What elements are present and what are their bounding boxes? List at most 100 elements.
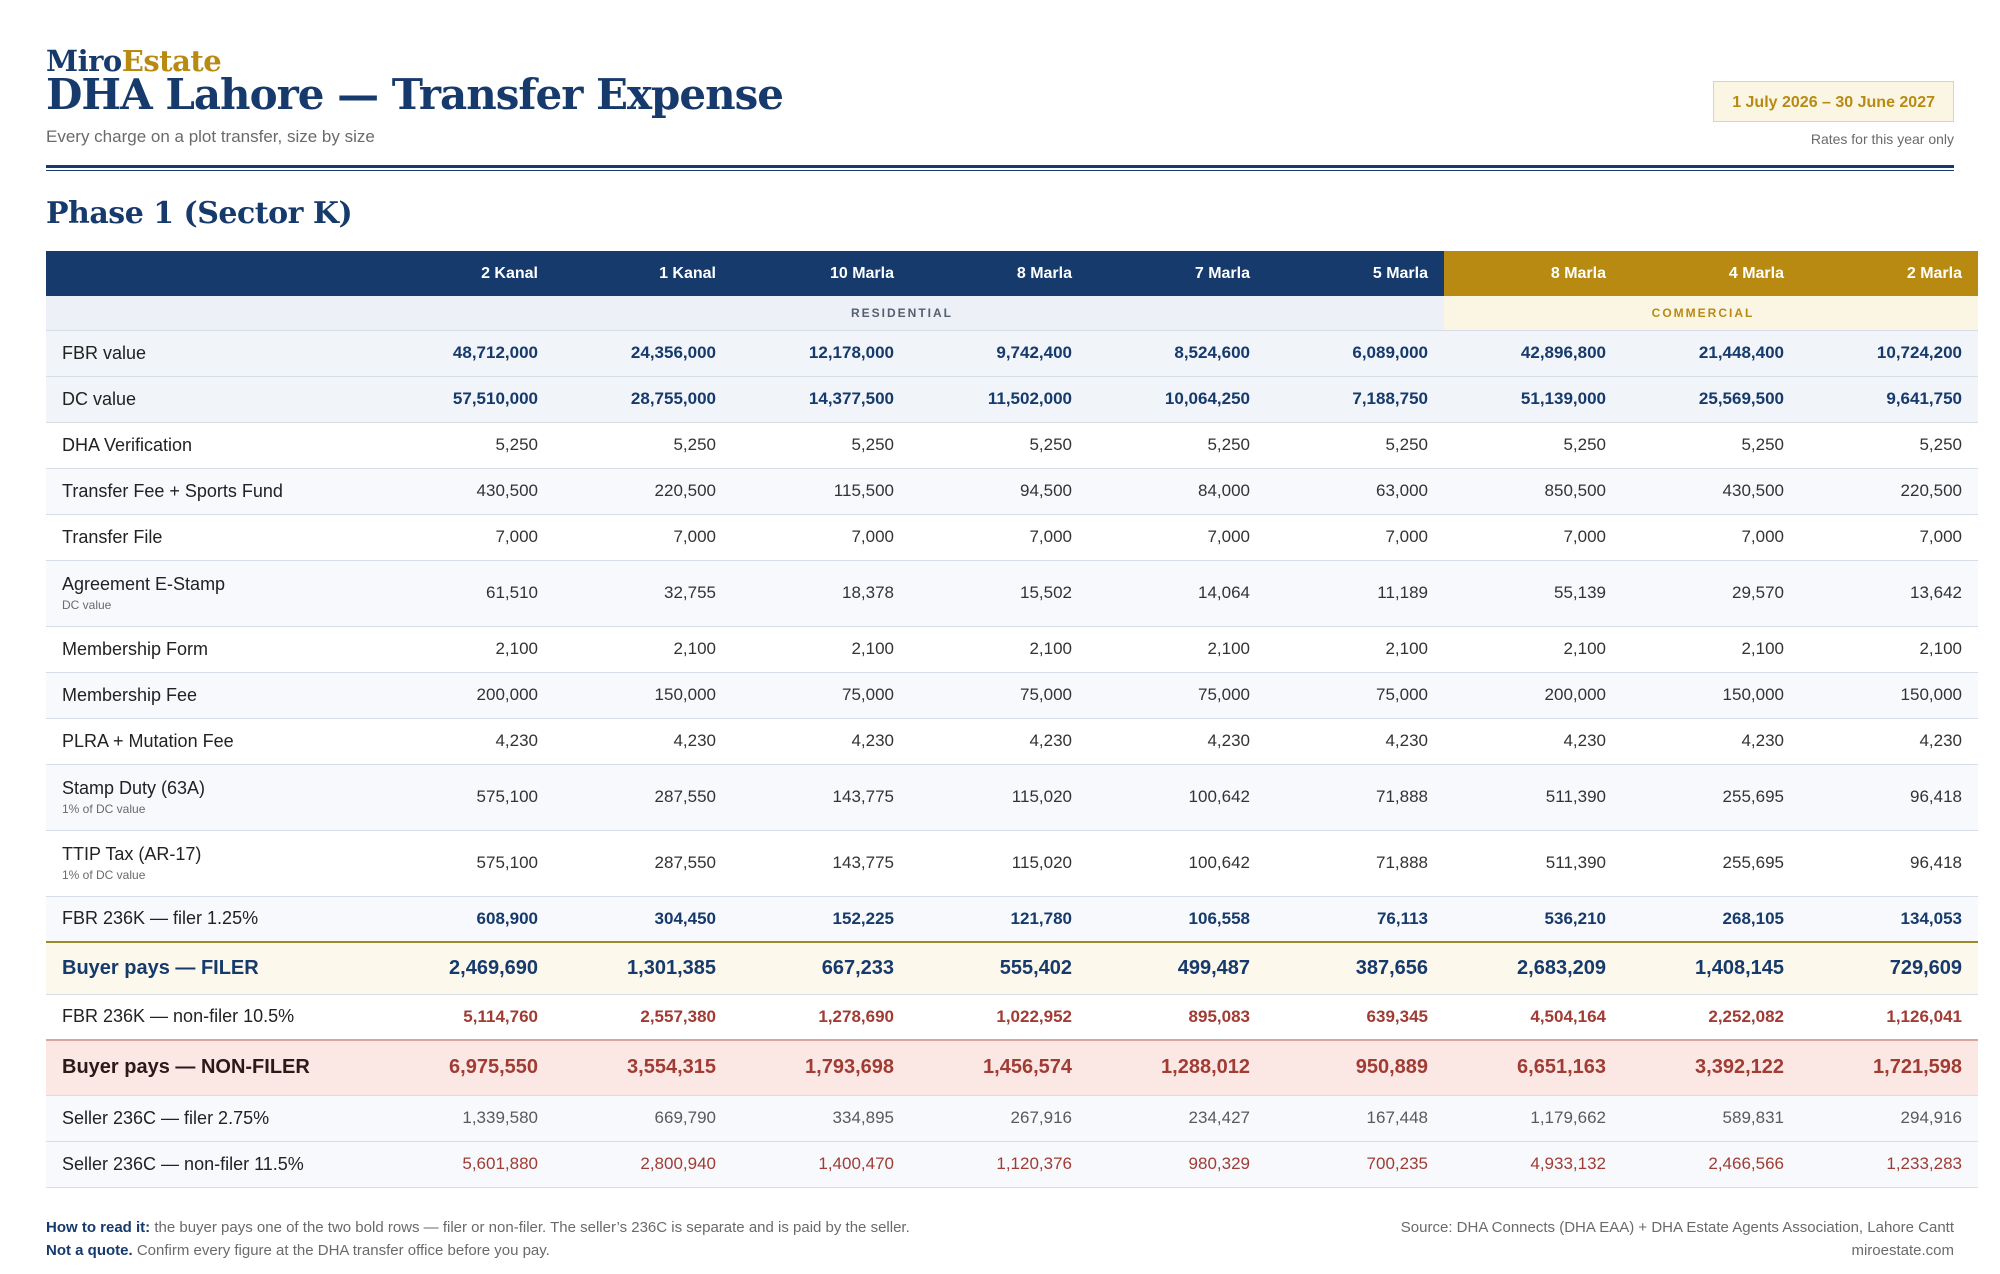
table-cell: 152,225 — [732, 896, 910, 943]
row-label: DHA Verification — [46, 422, 376, 469]
table-cell: 1,126,041 — [1800, 994, 1978, 1041]
row-fbr-236k-filer: FBR 236K — filer 1.25% 608,900 304,450 152,… — [46, 896, 1978, 943]
row-label: Buyer pays — FILER — [46, 942, 376, 995]
not-a-quote-note: Not a quote. Confirm every figure at the… — [46, 1239, 910, 1262]
row-membership-fee: Membership Fee 200,000 150,000 75,000 75,000… — [46, 672, 1978, 719]
row-buyer-pays-non-filer: Buyer pays — NON-FILER 6,975,550 3,554,315… — [46, 1040, 1978, 1096]
row-agreement-estamp: Agreement E-Stamp DC value 61,510 32,755 18,… — [46, 560, 1978, 627]
row-label: Membership Fee — [46, 672, 376, 719]
table-body: FBR value 48,712,000 24,356,000 12,178,000 9… — [46, 330, 1978, 1188]
table-cell: 167,448 — [1266, 1095, 1444, 1142]
table-cell: 10,064,250 — [1088, 376, 1266, 423]
row-label: Transfer Fee + Sports Fund — [46, 468, 376, 515]
table-cell: 5,114,760 — [376, 994, 554, 1041]
brand-logo: MiroEstate — [46, 44, 222, 78]
table-cell: 5,250 — [910, 422, 1088, 469]
row-fbr-236k-non-filer: FBR 236K — non-filer 10.5% 5,114,760 2,557… — [46, 994, 1978, 1041]
table-cell: 1,179,662 — [1444, 1095, 1622, 1142]
row-label: Seller 236C — non-filer 11.5% — [46, 1141, 376, 1188]
row-label-text: Transfer File — [62, 526, 163, 547]
row-label: TTIP Tax (AR-17) 1% of DC value — [46, 830, 376, 897]
table-cell: 200,000 — [1444, 672, 1622, 719]
footer-notes: How to read it: the buyer pays one of th… — [46, 1216, 910, 1262]
table-cell: 71,888 — [1266, 830, 1444, 897]
table-cell: 729,609 — [1800, 942, 1978, 995]
table-cell: 7,000 — [1444, 514, 1622, 561]
table-cell: 1,408,145 — [1622, 942, 1800, 995]
column-header: 4 Marla — [1622, 251, 1800, 296]
table-cell: 1,022,952 — [910, 994, 1088, 1041]
table-cell: 2,100 — [910, 626, 1088, 673]
column-header: 8 Marla — [910, 251, 1088, 296]
table-cell: 2,100 — [1622, 626, 1800, 673]
table-cell: 75,000 — [1266, 672, 1444, 719]
table-cell: 25,569,500 — [1622, 376, 1800, 423]
column-header: 7 Marla — [1088, 251, 1266, 296]
table-cell: 84,000 — [1088, 468, 1266, 515]
row-label-text: DC value — [62, 388, 137, 409]
column-header: 2 Marla — [1800, 251, 1978, 296]
table-cell: 4,230 — [1444, 718, 1622, 765]
row-label-text: Buyer pays — NON-FILER — [62, 1056, 310, 1079]
row-label-text: FBR 236K — filer 1.25% — [62, 908, 259, 929]
table-cell: 200,000 — [376, 672, 554, 719]
table-cell: 21,448,400 — [1622, 330, 1800, 377]
table-cell: 980,329 — [1088, 1141, 1266, 1188]
row-label-note: 1% of DC value — [62, 802, 146, 816]
table-cell: 14,064 — [1088, 560, 1266, 627]
table-cell: 100,642 — [1088, 764, 1266, 831]
table-cell: 1,400,470 — [732, 1141, 910, 1188]
table-cell: 555,402 — [910, 942, 1088, 995]
table-cell: 4,230 — [1622, 718, 1800, 765]
table-cell: 150,000 — [554, 672, 732, 719]
period-badge: 1 July 2026 – 30 June 2027 — [1713, 81, 1954, 122]
table-cell: 100,642 — [1088, 830, 1266, 897]
column-header: 1 Kanal — [554, 251, 732, 296]
table-cell: 6,975,550 — [376, 1040, 554, 1096]
table-header-row: 2 Kanal 1 Kanal 10 Marla 8 Marla 7 Marla… — [46, 251, 1978, 296]
table-cell: 589,831 — [1622, 1095, 1800, 1142]
table-cell: 150,000 — [1622, 672, 1800, 719]
column-header: 2 Kanal — [376, 251, 554, 296]
table-cell: 220,500 — [1800, 468, 1978, 515]
table-cell: 7,000 — [1622, 514, 1800, 561]
table-cell: 2,469,690 — [376, 942, 554, 995]
table-cell: 2,100 — [1266, 626, 1444, 673]
table-cell: 4,230 — [376, 718, 554, 765]
table-cell: 10,724,200 — [1800, 330, 1978, 377]
table-cell: 76,113 — [1266, 896, 1444, 943]
table-cell: 220,500 — [554, 468, 732, 515]
table-cell: 2,100 — [376, 626, 554, 673]
table-cell: 536,210 — [1444, 896, 1622, 943]
table-cell: 2,683,209 — [1444, 942, 1622, 995]
row-label: FBR 236K — filer 1.25% — [46, 896, 376, 943]
column-header: 8 Marla — [1444, 251, 1622, 296]
row-transfer-file: Transfer File 7,000 7,000 7,000 7,000 7,000 7,… — [46, 514, 1978, 561]
table-cell: 1,456,574 — [910, 1040, 1088, 1096]
page-title: DHA Lahore — Transfer Expense — [46, 70, 784, 119]
row-label: Buyer pays — NON-FILER — [46, 1040, 376, 1096]
column-header: 5 Marla — [1266, 251, 1444, 296]
row-label-text: DHA Verification — [62, 434, 193, 455]
table-cell: 850,500 — [1444, 468, 1622, 515]
table-cell: 4,933,132 — [1444, 1141, 1622, 1188]
table-cell: 4,230 — [910, 718, 1088, 765]
table-cell: 4,504,164 — [1444, 994, 1622, 1041]
table-cell: 499,487 — [1088, 942, 1266, 995]
table-cell: 1,278,690 — [732, 994, 910, 1041]
table-cell: 5,250 — [376, 422, 554, 469]
table-cell: 5,250 — [1266, 422, 1444, 469]
table-cell: 669,790 — [554, 1095, 732, 1142]
not-a-quote-label: Not a quote. — [46, 1242, 133, 1259]
table-cell: 3,392,122 — [1622, 1040, 1800, 1096]
column-header: 10 Marla — [732, 251, 910, 296]
table-cell: 11,502,000 — [910, 376, 1088, 423]
row-label-text: Seller 236C — non-filer 11.5% — [62, 1153, 304, 1174]
row-label-text: Stamp Duty (63A) — [62, 778, 206, 798]
table-cell: 667,233 — [732, 942, 910, 995]
table-cell: 1,120,376 — [910, 1141, 1088, 1188]
row-label-text: Membership Form — [62, 638, 209, 659]
table-cell: 115,020 — [910, 764, 1088, 831]
table-cell: 2,100 — [732, 626, 910, 673]
table-cell: 13,642 — [1800, 560, 1978, 627]
